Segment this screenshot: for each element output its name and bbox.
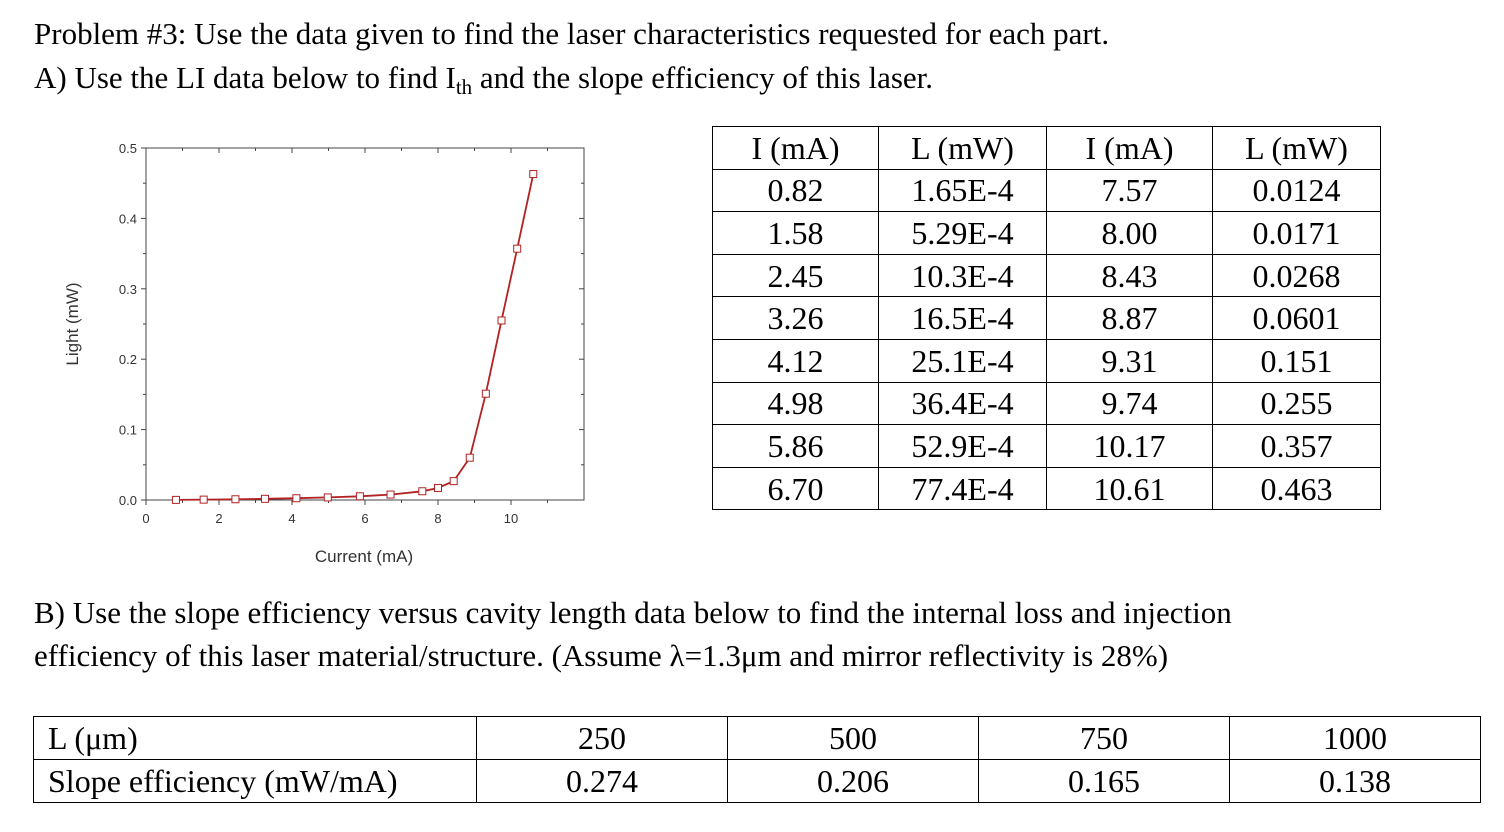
y-tick-label: 0.2	[119, 352, 137, 367]
li-data-point	[323, 493, 332, 502]
li-data-point	[513, 244, 522, 253]
cavity-length-row: L (μm) 250 500 750 1000	[33, 716, 1481, 760]
slope-efficiency-cell: 0.138	[1229, 759, 1481, 803]
part-a-suffix: and the slope efficiency of this laser.	[472, 60, 934, 95]
plot-frame	[145, 147, 585, 501]
li-data-point	[529, 170, 538, 179]
li-data-point	[386, 490, 395, 499]
part-a-prefix: A) Use the LI data below to find I	[34, 60, 456, 95]
li-data-cell: 10.17	[1046, 424, 1213, 468]
x-tick-label: 6	[361, 511, 368, 526]
x-tick-label: 4	[288, 511, 295, 526]
li-data-cell: 0.463	[1212, 466, 1381, 511]
li-data-cell: 0.255	[1212, 381, 1381, 426]
li-data-cell: 1.65E-4	[878, 168, 1047, 213]
part-a-prompt: A) Use the LI data below to find Ith and…	[34, 60, 933, 99]
y-tick-label: 0.3	[119, 282, 137, 297]
li-data-cell: 4.98	[712, 381, 879, 426]
part-b-prompt-line2: efficiency of this laser material/struct…	[34, 638, 1169, 673]
li-data-cell: 8.87	[1046, 296, 1213, 340]
y-axis-label: Light (mW)	[63, 282, 82, 365]
li-data-cell: 0.0171	[1212, 211, 1381, 255]
y-tick-label: 0.1	[119, 423, 137, 438]
li-data-cell: 10.61	[1046, 466, 1213, 511]
li-data-cell: 0.0268	[1212, 253, 1381, 298]
li-data-cell: 0.82	[712, 168, 879, 213]
y-tick-label: 0.4	[119, 211, 137, 226]
li-data-cell: 0.0601	[1212, 296, 1381, 340]
li-data-point	[292, 494, 301, 503]
li-data-cell: 36.4E-4	[878, 381, 1047, 426]
li-data-cell: 9.74	[1046, 381, 1213, 426]
li-data-point	[497, 316, 506, 325]
li-data-point	[418, 487, 427, 496]
li-data-point	[434, 483, 442, 492]
li-data-row: 5.86 52.9E-4 10.17 0.357	[712, 424, 1381, 468]
cavity-length-cell: 750	[978, 716, 1230, 760]
li-data-cell: 4.12	[712, 338, 879, 383]
li-data-point	[231, 495, 240, 504]
li-data-row: 6.70 77.4E-4 10.61 0.463	[712, 466, 1381, 511]
li-data-cell: 0.357	[1212, 424, 1381, 468]
li-data-row: 2.45 10.3E-4 8.43 0.0268	[712, 253, 1381, 298]
li-header-cell: L (mW)	[878, 126, 1047, 170]
x-tick-label: 0	[142, 511, 149, 526]
li-data-cell: 1.58	[712, 211, 879, 255]
x-tick-label: 8	[434, 511, 441, 526]
problem-title: Problem #3: Use the data given to find t…	[34, 16, 1110, 51]
li-data-point	[355, 492, 364, 501]
slope-efficiency-cell: 0.165	[978, 759, 1230, 803]
li-data-cell: 9.31	[1046, 338, 1213, 383]
cavity-length-label: L (μm)	[33, 716, 477, 760]
li-data-point	[449, 477, 458, 486]
li-data-row: 1.58 5.29E-4 8.00 0.0171	[712, 211, 1381, 255]
cavity-length-cell: 500	[727, 716, 979, 760]
li-data-cell: 5.29E-4	[878, 211, 1047, 255]
li-data-row: 4.98 36.4E-4 9.74 0.255	[712, 381, 1381, 426]
li-header-row: I (mA) L (mW) I (mA) L (mW)	[712, 126, 1381, 170]
li-data-cell: 8.43	[1046, 253, 1213, 298]
slope-efficiency-cell: 0.206	[727, 759, 979, 803]
slope-efficiency-table: L (μm) 250 500 750 1000 Slope efficiency…	[33, 716, 1481, 803]
part-a-subscript: th	[455, 75, 473, 99]
li-data-cell: 52.9E-4	[878, 424, 1047, 468]
x-tick-label: 10	[504, 511, 518, 526]
x-tick-label: 2	[215, 511, 222, 526]
cavity-length-cell: 250	[476, 716, 728, 760]
li-header-cell: I (mA)	[712, 126, 879, 170]
li-data-cell: 7.57	[1046, 168, 1213, 213]
li-curve-line	[175, 173, 535, 501]
li-data-cell: 2.45	[712, 253, 879, 298]
li-header-cell: I (mA)	[1046, 126, 1213, 170]
li-data-cell: 10.3E-4	[878, 253, 1047, 298]
li-data-cell: 5.86	[712, 424, 879, 468]
li-data-point	[199, 495, 208, 504]
li-data-cell: 8.00	[1046, 211, 1213, 255]
li-data-row: 4.12 25.1E-4 9.31 0.151	[712, 338, 1381, 383]
slope-efficiency-cell: 0.274	[476, 759, 728, 803]
li-data-cell: 0.151	[1212, 338, 1381, 383]
li-data-point	[260, 494, 269, 503]
li-data-point	[171, 495, 180, 504]
li-data-cell: 25.1E-4	[878, 338, 1047, 383]
slope-efficiency-label: Slope efficiency (mW/mA)	[33, 759, 477, 803]
li-data-table: I (mA) L (mW) I (mA) L (mW) 0.82 1.65E-4 7.57 0…	[712, 126, 1381, 511]
y-tick-label: 0.5	[119, 141, 137, 156]
li-data-cell: 0.0124	[1212, 168, 1381, 213]
li-data-row: 0.82 1.65E-4 7.57 0.0124	[712, 168, 1381, 213]
slope-efficiency-row: Slope efficiency (mW/mA) 0.274 0.206 0.1…	[33, 759, 1481, 803]
li-data-cell: 6.70	[712, 466, 879, 511]
li-data-cell: 3.26	[712, 296, 879, 340]
cavity-length-cell: 1000	[1229, 716, 1481, 760]
li-data-cell: 77.4E-4	[878, 466, 1047, 511]
x-axis-label: Current (mA)	[315, 547, 413, 566]
li-header-cell: L (mW)	[1212, 126, 1381, 170]
li-data-row: 3.26 16.5E-4 8.87 0.0601	[712, 296, 1381, 340]
li-data-cell: 16.5E-4	[878, 296, 1047, 340]
li-data-point	[481, 389, 490, 398]
part-b-prompt-line1: B) Use the slope efficiency versus cavit…	[34, 595, 1232, 630]
li-chart: 0 2 4 6 8 10 0.0 0.1 0.2 0.3 0.4 0.5 Current (mA) Lig…	[63, 141, 585, 566]
y-tick-label: 0.0	[119, 493, 137, 508]
li-data-point	[465, 453, 474, 462]
